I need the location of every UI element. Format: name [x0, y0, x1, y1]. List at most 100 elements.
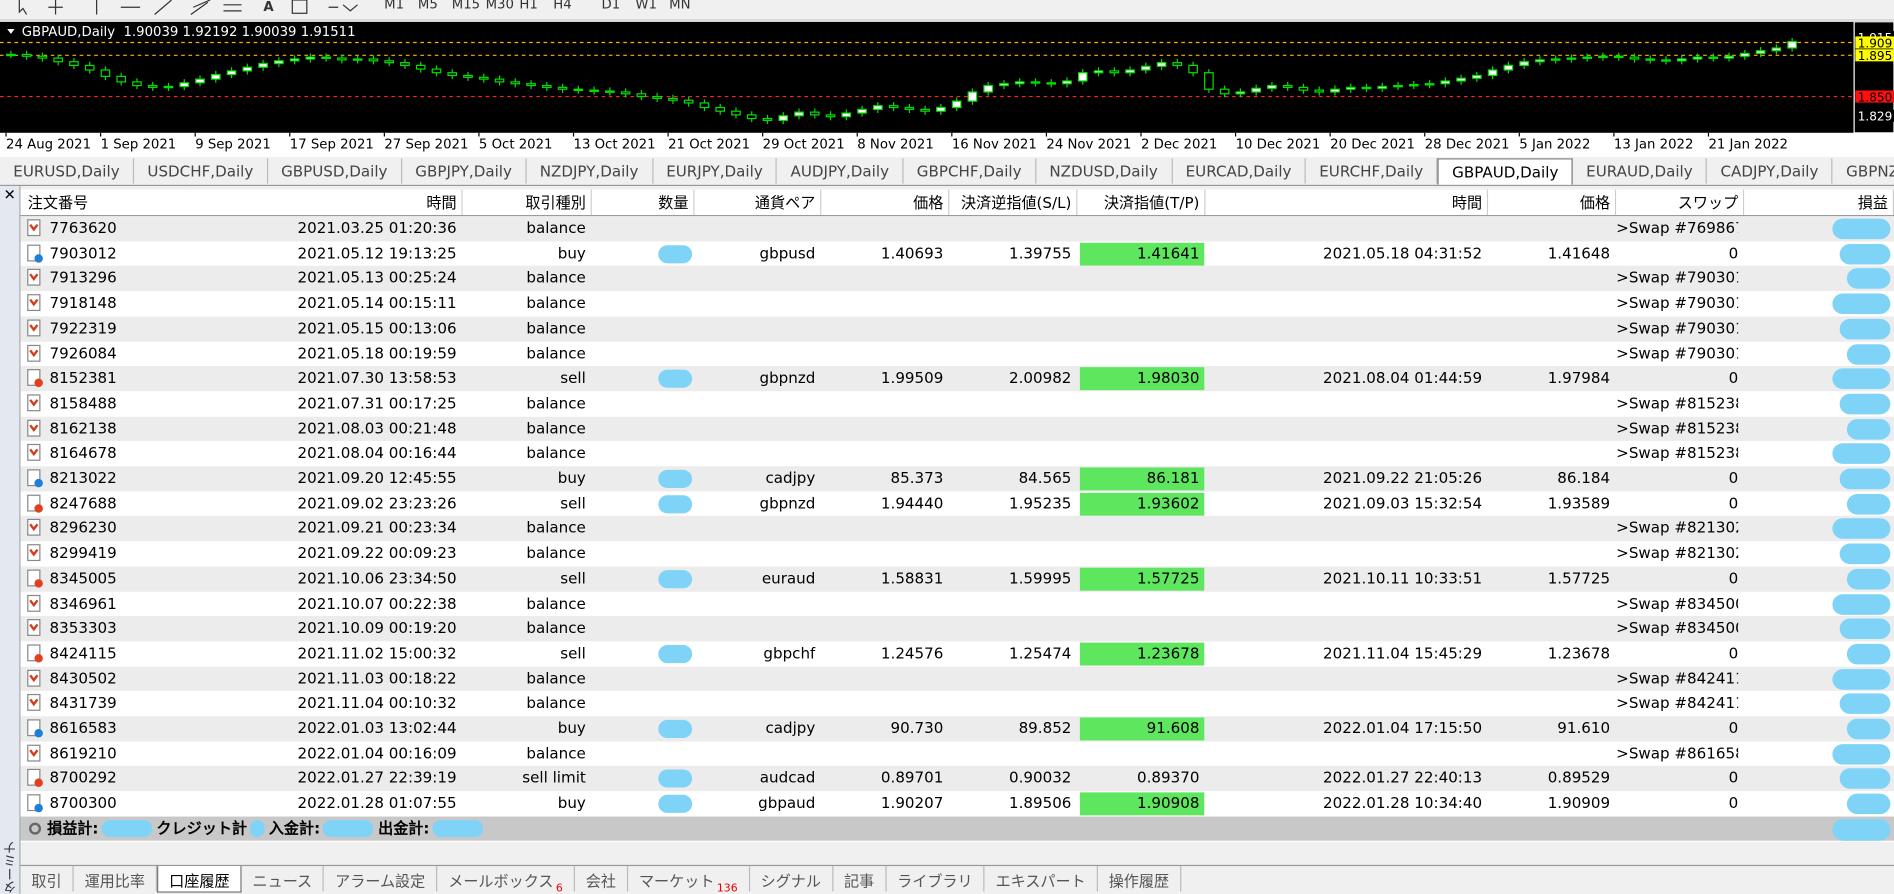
timeframe-button[interactable]: H4 — [553, 0, 572, 13]
column-header[interactable]: 価格 — [1488, 189, 1617, 216]
column-header[interactable]: 通貨ペア — [694, 189, 822, 216]
candle — [132, 81, 142, 87]
timeframe-button[interactable]: D1 — [601, 0, 621, 13]
symbol-tab[interactable]: EURCHF,Daily — [1306, 158, 1438, 184]
table-row[interactable]: 8616583 2022.01.03 13:02:44 buy cadjpy 90.73… — [20, 716, 1894, 742]
table-row[interactable]: 8430502 2021.11.03 00:18:22 balance >Swap #… — [20, 666, 1894, 692]
candle — [1598, 55, 1608, 59]
bottom-tab[interactable]: ニュース — [242, 866, 325, 892]
table-row[interactable]: 8431739 2021.11.04 00:10:32 balance >Swap #… — [20, 691, 1894, 717]
column-header[interactable]: 決済逆指値(S/L) — [949, 189, 1078, 216]
icon-arrow — [29, 674, 39, 682]
close-button[interactable]: ✕ — [3, 186, 16, 203]
symbol-tab[interactable]: NZDJPY,Daily — [526, 158, 653, 184]
symbol-tab[interactable]: GBPCHF,Daily — [903, 158, 1037, 184]
column-header[interactable]: 取引種別 — [462, 189, 592, 216]
column-header[interactable]: 時間 — [1205, 189, 1489, 216]
table-row[interactable]: 8213022 2021.09.20 12:45:55 buy cadjpy 85.37… — [20, 466, 1894, 492]
symbol-tab[interactable]: EURJPY,Daily — [653, 158, 778, 184]
candle — [888, 105, 899, 109]
table-row[interactable]: 7913296 2021.05.13 00:25:24 balance >Swap #… — [20, 266, 1894, 292]
cell-time: 2022.01.28 01:07:55 — [297, 793, 457, 812]
candle — [226, 70, 237, 76]
tab-badge: 6 — [555, 882, 563, 894]
timeframe-button[interactable]: W1 — [635, 0, 657, 13]
symbol-tab[interactable]: NZDUSD,Daily — [1036, 158, 1173, 184]
bottom-tab[interactable]: シグナル — [750, 866, 834, 892]
table-row[interactable]: 7926084 2021.05.18 00:19:59 balance >Swap #… — [20, 341, 1894, 367]
x-tick-label: 9 Sep 2021 — [195, 138, 271, 153]
table-row[interactable]: 8700292 2022.01.27 22:39:19 sell limit audc… — [20, 766, 1894, 792]
bottom-tab[interactable]: 取引 — [21, 866, 74, 892]
cell-sl: 1.95235 — [1008, 493, 1072, 512]
row-icon — [27, 419, 41, 437]
table-row[interactable]: 8619210 2022.01.04 00:16:09 balance >Swap #… — [20, 741, 1894, 767]
table-row[interactable]: 8299419 2021.09.22 00:09:23 balance >Swap #… — [20, 541, 1894, 567]
table-row[interactable]: 8164678 2021.08.04 00:16:44 balance >Swap #… — [20, 441, 1894, 467]
table-row[interactable]: 8700300 2022.01.28 01:07:55 buy gbpaud 1.902… — [20, 791, 1894, 817]
candle — [1314, 89, 1325, 93]
cell-type: balance — [526, 593, 586, 612]
table-row[interactable]: 8346961 2021.10.07 00:22:38 balance >Swap #… — [20, 591, 1894, 617]
bottom-tab[interactable]: メールボックス 6 — [437, 866, 575, 894]
symbol-tab[interactable]: CADJPY,Daily — [1707, 158, 1833, 184]
table-row[interactable]: 8162138 2021.08.03 00:21:48 balance >Swap #… — [20, 416, 1894, 442]
column-header[interactable]: 決済指値(T/P) — [1077, 189, 1206, 216]
table-row[interactable]: 8152381 2021.07.30 13:58:53 sell gbpnzd 1.99… — [20, 366, 1894, 392]
cell-price: 0.89701 — [880, 768, 944, 787]
table-row[interactable]: 7903012 2021.05.12 19:13:25 buy gbpusd 1.406… — [20, 241, 1894, 267]
symbol-tab[interactable]: GBPNZD,Daily — [1833, 158, 1894, 183]
column-header[interactable]: 注文番号 — [20, 189, 189, 216]
symbol-tab[interactable]: EURAUD,Daily — [1573, 158, 1708, 184]
symbol-tab[interactable]: GBPJPY,Daily — [402, 158, 527, 184]
column-header[interactable]: スワップ — [1616, 189, 1745, 216]
timeframe-button[interactable]: M30 — [485, 0, 514, 13]
bottom-tab[interactable]: ライブラリ — [886, 866, 985, 892]
bottom-tab[interactable]: 口座履歴 — [157, 866, 242, 893]
cell-ticket: 8619210 — [49, 743, 117, 762]
symbol-tab[interactable]: GBPAUD,Daily — [1437, 158, 1573, 185]
symbol-tab[interactable]: GBPUSD,Daily — [268, 158, 403, 184]
bottom-tab[interactable]: 会社 — [575, 866, 629, 892]
bottom-tab[interactable]: 記事 — [833, 866, 887, 892]
cell-sl: 2.00982 — [1008, 368, 1072, 387]
table-row[interactable]: 8345005 2021.10.06 23:34:50 sell euraud 1.58… — [20, 566, 1894, 592]
timeframe-button[interactable]: M15 — [451, 0, 481, 13]
redacted-amount — [100, 820, 152, 838]
symbol-tab[interactable]: EURCAD,Daily — [1172, 158, 1306, 184]
table-row[interactable]: 7918148 2021.05.14 00:15:11 balance >Swap #… — [20, 291, 1894, 317]
table-row[interactable]: 8247688 2021.09.02 23:23:26 sell gbpnzd 1.94… — [20, 491, 1894, 517]
bottom-tab[interactable]: エキスパート — [985, 866, 1098, 892]
table-row[interactable]: 8424115 2021.11.02 15:00:32 sell gbpchf 1.24… — [20, 641, 1894, 667]
bottom-tab[interactable]: マーケット 136 — [628, 866, 750, 894]
cell-ticket: 8299419 — [49, 543, 117, 562]
cell-time: 2021.09.22 00:09:23 — [297, 543, 457, 562]
timeframe-button[interactable]: MN — [669, 0, 691, 13]
bottom-tab[interactable]: 運用比率 — [74, 866, 158, 892]
timeframe-button[interactable]: M5 — [417, 0, 438, 13]
table-row[interactable]: 8296230 2021.09.21 00:23:34 balance >Swap #… — [20, 516, 1894, 542]
cell-type: sell — [560, 368, 586, 387]
icon-arrow — [29, 548, 39, 557]
candle — [179, 82, 190, 88]
cell-swap: >Swap #8213022 — [1616, 543, 1738, 562]
symbol-tab[interactable]: USDCHF,Daily — [134, 158, 268, 184]
cell-ticket: 8616583 — [49, 718, 117, 737]
cell-ticket: 8430502 — [49, 668, 117, 687]
timeframe-button[interactable]: M1 — [384, 0, 405, 13]
bottom-tab[interactable]: アラーム設定 — [324, 866, 438, 892]
column-header[interactable]: 数量 — [591, 189, 695, 216]
bottom-tab[interactable]: 操作履歴 — [1098, 866, 1182, 892]
symbol-tab[interactable]: AUDJPY,Daily — [777, 158, 904, 184]
column-header[interactable]: 時間 — [186, 189, 463, 216]
table-row[interactable]: 8158488 2021.07.31 00:17:25 balance >Swap #… — [20, 391, 1894, 417]
candle — [321, 56, 331, 59]
column-header[interactable]: 価格 — [821, 189, 950, 216]
table-row[interactable]: 7922319 2021.05.15 00:13:06 balance >Swap #… — [20, 316, 1894, 342]
table-row[interactable]: 7763620 2021.03.25 01:20:36 balance >Swap #… — [20, 216, 1894, 242]
column-header[interactable]: 損益 — [1744, 189, 1894, 216]
x-tick-label: 16 Nov 2021 — [952, 138, 1037, 153]
symbol-tab[interactable]: EURUSD,Daily — [0, 158, 135, 184]
timeframe-button[interactable]: H1 — [519, 0, 538, 13]
table-row[interactable]: 8353303 2021.10.09 00:19:20 balance >Swap #… — [20, 616, 1894, 642]
